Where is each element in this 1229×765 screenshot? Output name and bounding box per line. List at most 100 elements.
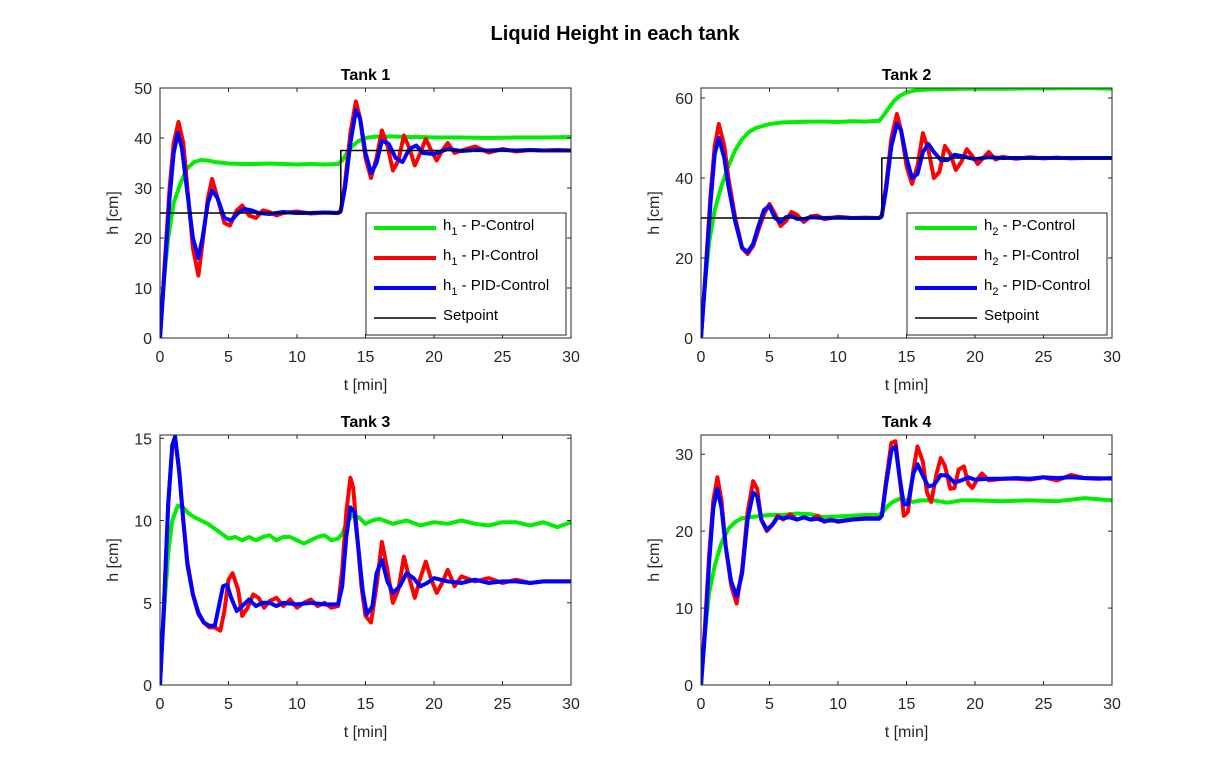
tank-4-series-group <box>701 439 1112 685</box>
tank-1-xtick-label: 15 <box>357 349 375 366</box>
tank-2-legend-label-setpoint: Setpoint <box>984 307 1040 324</box>
tank-2-series-group <box>701 88 1112 338</box>
legend-text: - P-Control <box>457 217 534 234</box>
legend-text: - PID-Control <box>998 277 1090 294</box>
tank-3-pid-line <box>160 435 571 685</box>
tank-1-p-line <box>160 134 571 338</box>
tank-2-ytick-label: 60 <box>675 91 693 108</box>
tank-2-legend-label-pi: h2 - PI-Control <box>984 247 1079 268</box>
legend-text: - PI-Control <box>457 247 538 264</box>
tank-4-xtick-label: 20 <box>966 696 984 713</box>
tank-3-title: Tank 3 <box>341 414 391 431</box>
subplot-tank-3: Tank 3 0 5 10 15 20 25 30 0 5 10 15 t [min] h [cm] <box>105 414 580 741</box>
subplot-tank-4: Tank 4 0 5 10 15 20 25 30 0 10 20 30 t [min] h [cm] <box>646 414 1121 741</box>
legend-subscript: 1 <box>451 256 457 268</box>
tank-3-xtick-label: 30 <box>562 696 580 713</box>
tank-1-legend-box <box>365 212 567 336</box>
tank-3-ylabel: h [cm] <box>105 538 122 582</box>
tank-2-xtick-label: 5 <box>765 349 774 366</box>
tank-3-xtick-label: 25 <box>494 696 512 713</box>
tank-1-xtick-label: 20 <box>425 349 443 366</box>
tank-1-legend-label-p: h1 - P-Control <box>443 217 534 238</box>
tank-2-legend-label-p: h2 - P-Control <box>984 217 1075 238</box>
tank-2-xtick-label: 30 <box>1103 349 1121 366</box>
tank-2-title: Tank 2 <box>882 67 932 84</box>
tank-2-xtick-label: 0 <box>697 349 706 366</box>
tank-1-ytick-label: 30 <box>134 181 152 198</box>
tank-2-ytick-label: 40 <box>675 171 693 188</box>
tank-3-xtick-label: 15 <box>357 696 375 713</box>
legend-symbol: h <box>443 247 451 264</box>
tank-2-ylabel: h [cm] <box>646 191 663 235</box>
tank-4-ylabel: h [cm] <box>646 538 663 582</box>
tank-2-ytick-label: 0 <box>684 331 693 348</box>
tank-4-ytick-label: 0 <box>684 678 693 695</box>
tank-4-xtick-label: 15 <box>898 696 916 713</box>
tank-2-p-line <box>701 88 1112 338</box>
tank-2-legend-label-pid: h2 - PID-Control <box>984 277 1090 298</box>
tank-1-legend-label-pid: h1 - PID-Control <box>443 277 549 298</box>
tank-2-xlabel: t [min] <box>885 377 929 394</box>
tank-1-ytick-label: 50 <box>134 81 152 98</box>
legend-subscript: 2 <box>992 286 998 298</box>
tank-2-xtick-label: 15 <box>898 349 916 366</box>
tank-4-xtick-label: 30 <box>1103 696 1121 713</box>
tank-4-ytick-label: 20 <box>675 524 693 541</box>
subplot-tank-1: Tank 1 0 5 10 15 20 25 30 0 10 20 30 40 50 t [min] h [c… <box>105 67 580 394</box>
tank-1-ytick-label: 40 <box>134 131 152 148</box>
legend-text: - P-Control <box>998 217 1075 234</box>
legend-subscript: 1 <box>451 226 457 238</box>
tank-2-xtick-label: 25 <box>1035 349 1053 366</box>
legend-symbol: h <box>984 247 992 264</box>
tank-3-ytick-label: 15 <box>134 431 152 448</box>
tank-4-pid-line <box>701 444 1112 685</box>
tank-4-ytick-label: 30 <box>675 447 693 464</box>
tank-4-ytick-label: 10 <box>675 601 693 618</box>
tank-1-legend-label-pi: h1 - PI-Control <box>443 247 538 268</box>
tank-2-ytick-label: 20 <box>675 251 693 268</box>
tank-1-ytick-label: 10 <box>134 281 152 298</box>
tank-3-ytick-label: 5 <box>143 596 152 613</box>
tank-1-ytick-label: 0 <box>143 331 152 348</box>
tank-3-xlabel: t [min] <box>344 724 388 741</box>
legend-symbol: h <box>984 217 992 234</box>
tank-1-xtick-label: 30 <box>562 349 580 366</box>
legend-symbol: h <box>984 277 992 294</box>
tank-3-series-group <box>160 435 571 685</box>
tank-1-ylabel: h [cm] <box>105 191 122 235</box>
tank-2-xtick-label: 20 <box>966 349 984 366</box>
tank-2-xtick-label: 10 <box>829 349 847 366</box>
tank-1-xtick-label: 25 <box>494 349 512 366</box>
tank-4-xtick-label: 10 <box>829 696 847 713</box>
tank-3-ytick-label: 10 <box>134 514 152 531</box>
tank-1-legend-label-setpoint: Setpoint <box>443 307 499 324</box>
figure-title: Liquid Height in each tank <box>491 23 741 45</box>
tank-1-setpoint-line <box>160 149 571 214</box>
tank-1-series-group <box>160 99 571 338</box>
legend-symbol: h <box>443 217 451 234</box>
tank-4-xtick-label: 5 <box>765 696 774 713</box>
tank-3-xtick-label: 0 <box>156 696 165 713</box>
legend-symbol: h <box>443 277 451 294</box>
tank-4-xtick-label: 25 <box>1035 696 1053 713</box>
legend-text: Setpoint <box>443 307 499 324</box>
tank-1-xtick-label: 5 <box>224 349 233 366</box>
legend-text: - PI-Control <box>998 247 1079 264</box>
tank-4-title: Tank 4 <box>882 414 932 431</box>
tank-1-xtick-label: 0 <box>156 349 165 366</box>
tank-4-xlabel: t [min] <box>885 724 929 741</box>
legend-subscript: 2 <box>992 226 998 238</box>
tank-2-legend-box <box>906 212 1108 336</box>
legend-text: - PID-Control <box>457 277 549 294</box>
tank-3-ytick-label: 0 <box>143 678 152 695</box>
tank-1-ytick-label: 20 <box>134 231 152 248</box>
legend-subscript: 1 <box>451 286 457 298</box>
tank-1-title: Tank 1 <box>341 67 391 84</box>
legend-subscript: 2 <box>992 256 998 268</box>
tank-2-setpoint-line <box>701 157 1112 219</box>
